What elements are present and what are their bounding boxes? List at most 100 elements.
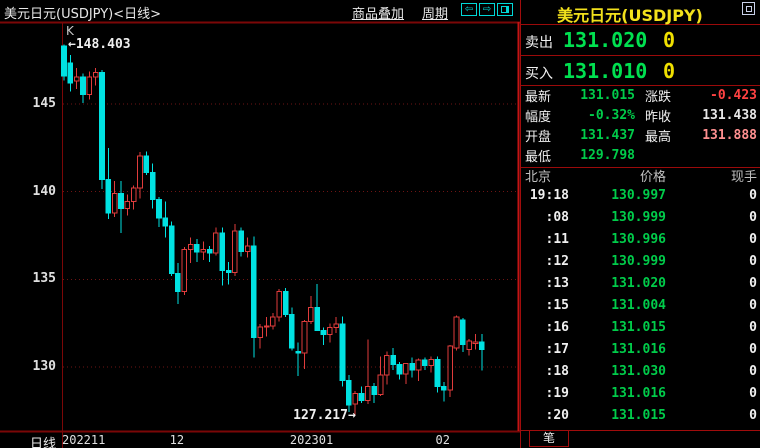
tick-row: :20 131.015 0 (521, 408, 760, 430)
k-indicator-label: K (66, 24, 74, 38)
stat-value: 131.438 (702, 108, 757, 123)
candle (118, 192, 124, 209)
candle (358, 392, 365, 401)
candle (352, 392, 358, 405)
stat-label: 开盘 (525, 130, 552, 145)
candle (263, 325, 270, 328)
period-axis-label: 日线 (30, 437, 57, 448)
bottom-tab-bar: 笔 (521, 430, 760, 448)
candle (371, 385, 377, 395)
stat-value: 129.798 (580, 148, 635, 163)
candle (276, 291, 283, 318)
candle (187, 243, 194, 251)
sell-volume: 0 (663, 28, 676, 52)
tick-price: 131.016 (611, 342, 666, 357)
overlay-menu-link[interactable]: 商品叠加 (352, 7, 405, 22)
x-tick-label: 202211 (62, 433, 106, 447)
candle (396, 364, 403, 375)
split-window-icon[interactable] (497, 3, 513, 16)
stat-value: 131.015 (580, 88, 635, 103)
tick-price: 131.015 (611, 320, 666, 335)
candle (428, 358, 434, 366)
candle (365, 385, 371, 401)
candle (181, 249, 188, 293)
tick-row: :19 131.016 0 (521, 386, 760, 408)
candle (67, 62, 74, 84)
candle (314, 306, 320, 331)
candle (403, 363, 409, 375)
candle (441, 385, 447, 391)
tick-row: :17 131.016 0 (521, 342, 760, 364)
candle (124, 200, 131, 209)
tick-time: :13 (545, 276, 569, 291)
candle (80, 76, 86, 95)
candle (384, 355, 390, 376)
candle (206, 249, 213, 254)
tab-tick[interactable]: 笔 (529, 431, 569, 447)
tick-time: :16 (545, 320, 569, 335)
candle (282, 291, 289, 316)
candle (422, 359, 428, 366)
candle (478, 341, 485, 350)
period-menu-link[interactable]: 周期 (422, 7, 449, 22)
tick-table-header: 北京 价格 现手 (521, 168, 760, 188)
col-price: 价格 (639, 170, 666, 185)
candle (301, 321, 308, 354)
stat-value: 131.888 (702, 128, 757, 143)
tick-row: :11 130.996 0 (521, 232, 760, 254)
candle (466, 340, 472, 351)
tick-time: 19:18 (529, 188, 569, 203)
tick-time: :19 (545, 386, 569, 401)
col-time: 北京 (525, 170, 552, 185)
tick-row: :15 131.004 0 (521, 298, 760, 320)
y-tick-label: 145 (32, 96, 56, 111)
right-arrow-icon: ⇨ (482, 4, 492, 15)
stat-label: 涨跌 (645, 90, 672, 105)
sell-price: 131.020 (563, 28, 648, 52)
candle (238, 230, 245, 252)
candle (251, 245, 257, 338)
tick-row: :16 131.015 0 (521, 320, 760, 342)
candle (308, 306, 314, 323)
tick-row: :08 130.999 0 (521, 210, 760, 232)
stat-label: 昨收 (645, 110, 672, 125)
low-annotation: 127.217→ (293, 407, 356, 423)
next-symbol-icon[interactable]: ⇨ (479, 3, 495, 16)
x-tick-label: 02 (435, 433, 450, 447)
candle (137, 155, 143, 189)
symbol-title: 美元日元(USDJPY) (557, 6, 703, 25)
tick-time: :12 (545, 254, 569, 269)
sell-quote-row: 卖出 131.020 0 (521, 25, 760, 56)
candlestick-chart[interactable]: K ←148.403 127.217→ 日线 145 140 135 130 2022… (0, 0, 520, 448)
restore-window-icon[interactable] (742, 2, 755, 15)
candle (149, 171, 156, 201)
buy-label: 买入 (525, 66, 553, 82)
chart-window-title: 美元日元(USDJPY)<日线> (4, 7, 162, 22)
candle (409, 363, 415, 371)
tick-volume: 0 (749, 254, 757, 269)
candle (346, 379, 352, 406)
candle (175, 272, 181, 293)
candle (73, 76, 80, 82)
candle (244, 245, 251, 252)
tick-volume: 0 (749, 210, 757, 225)
candle (213, 232, 219, 254)
buy-volume: 0 (663, 59, 676, 83)
buy-quote-row: 买入 131.010 0 (521, 56, 760, 86)
tick-row: :12 130.999 0 (521, 254, 760, 276)
candle (320, 329, 327, 336)
candle (434, 358, 441, 387)
candle (168, 225, 175, 274)
high-annotation: ←148.403 (68, 37, 131, 53)
tick-price: 131.030 (611, 364, 666, 379)
quote-panel: 美元日元(USDJPY) 卖出 131.020 0 买入 131.010 0 最… (520, 0, 760, 448)
prev-symbol-icon[interactable]: ⇦ (461, 3, 477, 16)
tick-volume: 0 (749, 408, 757, 423)
tick-time: :18 (545, 364, 569, 379)
tick-volume: 0 (749, 386, 757, 401)
tick-time: :15 (545, 298, 569, 313)
kline-canvas[interactable] (0, 0, 520, 448)
tick-row: 19:18 130.997 0 (521, 188, 760, 210)
y-tick-label: 135 (32, 271, 56, 287)
candle (339, 323, 346, 381)
